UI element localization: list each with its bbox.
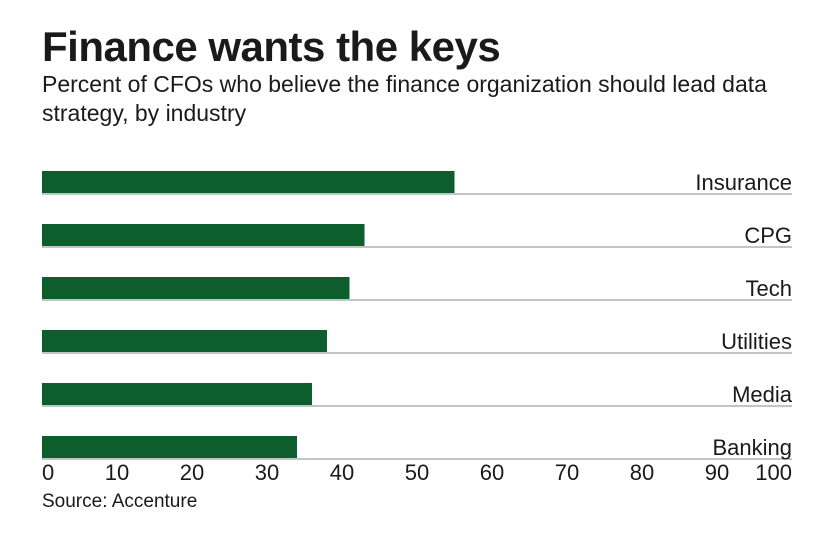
- x-tick-label: 60: [480, 460, 504, 485]
- bar-utilities: [42, 330, 327, 352]
- category-label-tech: Tech: [746, 276, 792, 301]
- x-tick-label: 70: [555, 460, 579, 485]
- bar-insurance: [42, 171, 455, 193]
- bar-banking: [42, 436, 297, 458]
- bar-media: [42, 383, 312, 405]
- chart-title: Finance wants the keys: [42, 23, 501, 70]
- bar-tech: [42, 277, 350, 299]
- x-tick-label: 100: [755, 460, 792, 485]
- x-tick-label: 10: [105, 460, 129, 485]
- category-label-media: Media: [732, 382, 793, 407]
- x-tick-label: 90: [705, 460, 729, 485]
- x-tick-label: 50: [405, 460, 429, 485]
- x-tick-label: 40: [330, 460, 354, 485]
- category-label-banking: Banking: [712, 435, 792, 460]
- x-tick-label: 0: [42, 460, 54, 485]
- chart-subtitle: Percent of CFOs who believe the finance …: [42, 71, 767, 126]
- category-label-insurance: Insurance: [695, 170, 792, 195]
- category-label-utilities: Utilities: [721, 329, 792, 354]
- x-tick-label: 80: [630, 460, 654, 485]
- x-tick-label: 20: [180, 460, 204, 485]
- source-note: Source: Accenture: [42, 491, 198, 512]
- x-tick-label: 30: [255, 460, 279, 485]
- bar-cpg: [42, 224, 365, 246]
- category-label-cpg: CPG: [744, 223, 792, 248]
